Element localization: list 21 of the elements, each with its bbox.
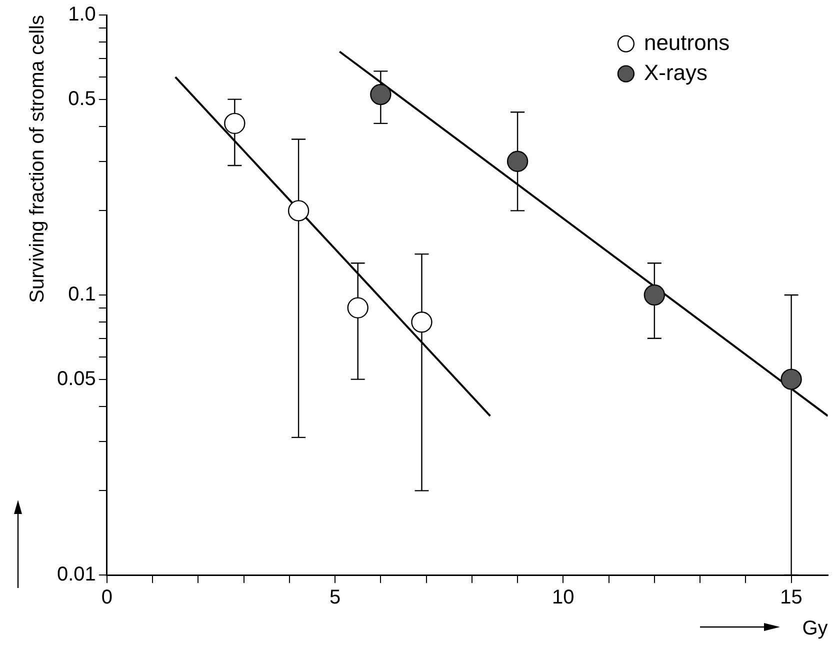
x-tick-label: 0 bbox=[101, 586, 112, 609]
point bbox=[780, 368, 802, 390]
y-tick-label: 1.0 bbox=[68, 4, 96, 26]
y-axis-title: Surviving fraction of stroma cells bbox=[26, 15, 49, 303]
y-tick-label: 0.01 bbox=[56, 564, 96, 586]
y-tick-label: 0.05 bbox=[56, 368, 96, 390]
point bbox=[288, 200, 310, 222]
point bbox=[224, 112, 246, 134]
legend-label: X-rays bbox=[644, 60, 708, 85]
point bbox=[347, 297, 368, 318]
x-tick-label: 10 bbox=[552, 586, 574, 609]
point bbox=[506, 150, 528, 172]
point bbox=[644, 284, 666, 306]
y-tick-label: 0.1 bbox=[68, 284, 96, 306]
x-tick-label: 5 bbox=[329, 586, 341, 609]
y-tick-label: 0.5 bbox=[68, 88, 96, 110]
point bbox=[370, 84, 392, 106]
x-axis-title: Gy bbox=[802, 618, 828, 640]
x-tick-label: 15 bbox=[780, 586, 802, 609]
legend-label: neutrons bbox=[644, 30, 730, 55]
point bbox=[411, 312, 432, 333]
